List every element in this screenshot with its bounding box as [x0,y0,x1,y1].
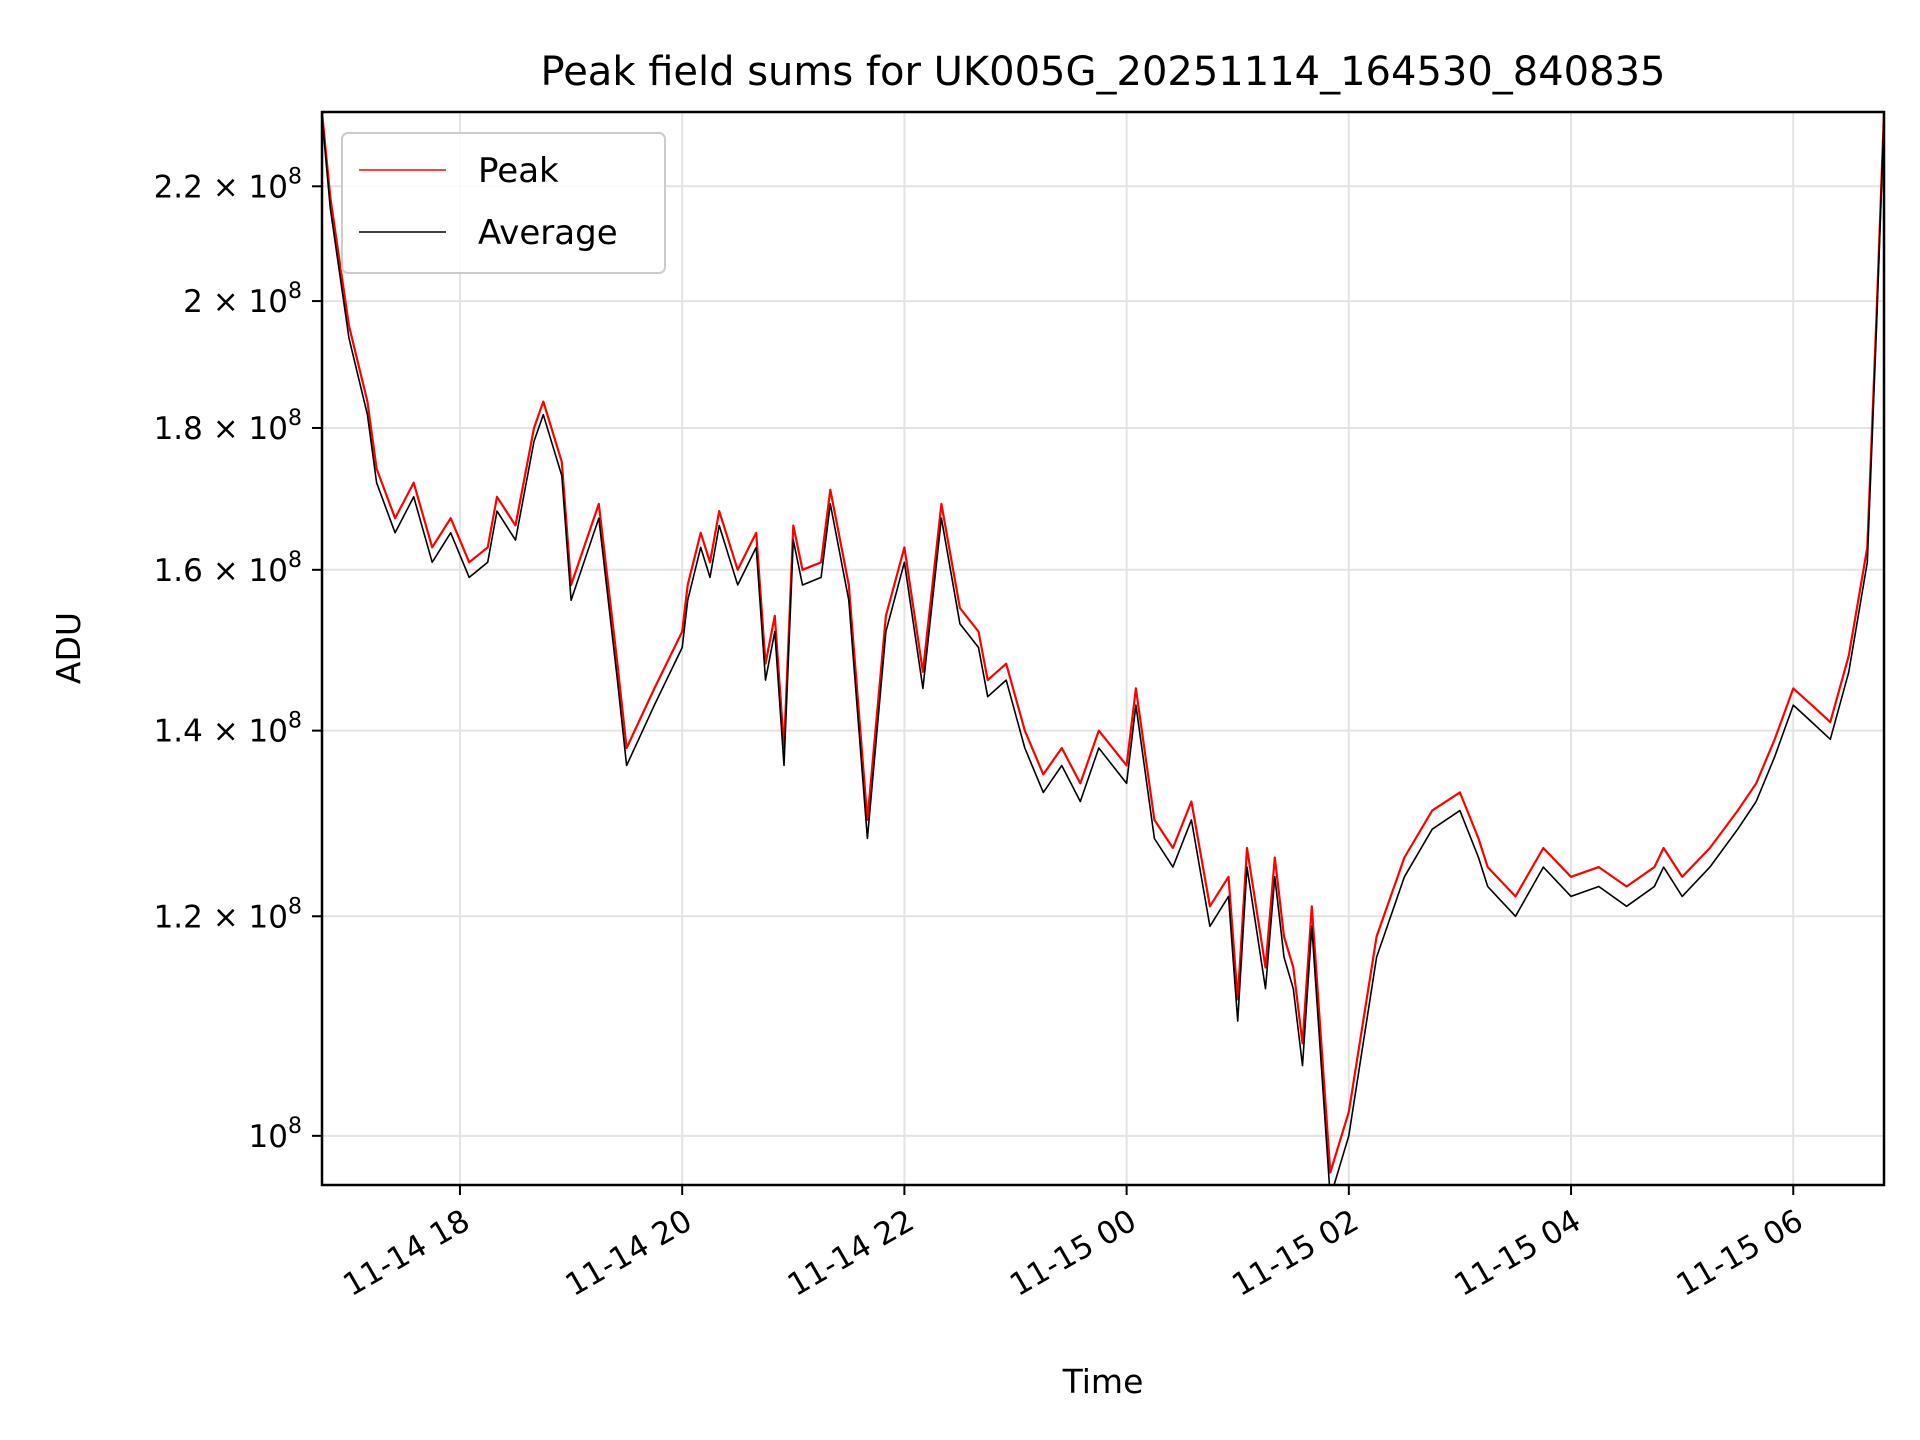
y-axis-ticks: 108 1.2 × 108 1.4 × 108 1.6 × 108 1.8 × 108 2… [154,164,322,1155]
x-tick-label: 11-15 04 [1448,1203,1587,1304]
y-tick-label: 1.4 × 108 [154,709,302,750]
series-line-average [322,117,1884,1185]
legend-box [341,132,666,274]
x-tick-label: 11-14 18 [337,1203,476,1304]
x-axis-label: Time [1062,1362,1144,1401]
legend-label-peak: Peak [478,151,559,191]
y-tick-label: 2 × 108 [183,279,302,320]
x-tick-label: 11-15 02 [1226,1203,1365,1304]
x-tick-label: 11-15 06 [1671,1203,1810,1304]
y-tick-label: 1.8 × 108 [154,406,302,447]
y-tick-label: 108 [249,1114,302,1155]
y-tick-label: 2.2 × 108 [154,164,302,205]
y-tick-label: 1.6 × 108 [154,548,302,589]
y-tick-label: 1.2 × 108 [154,894,302,935]
x-tick-label: 11-14 22 [782,1203,921,1304]
legend: Peak Average [341,132,666,274]
series-line-peak [322,112,1884,1174]
legend-label-average: Average [478,213,618,253]
grid [322,112,1884,1185]
plot-frame [320,110,1886,1187]
x-tick-label: 11-15 00 [1004,1203,1143,1304]
x-tick-label: 11-14 20 [559,1203,698,1304]
series-layer [322,112,1884,1185]
y-axis-label: ADU [49,612,88,684]
chart-title: Peak field sums for UK005G_20251114_1645… [541,49,1666,95]
x-axis-ticks: 11-14 18 11-14 20 11-14 22 11-15 00 11-15 02… [337,1185,1809,1304]
